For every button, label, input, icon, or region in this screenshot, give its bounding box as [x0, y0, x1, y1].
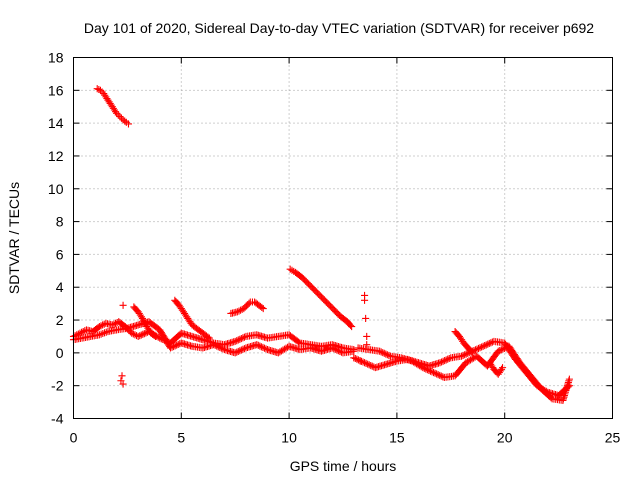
data-point-main-band-a — [294, 338, 303, 346]
data-point-mid-arc — [326, 302, 335, 310]
data-points — [69, 85, 573, 404]
data-point-mid-arc — [346, 321, 355, 329]
data-point-isolated — [119, 380, 127, 388]
y-tick-label: 14 — [48, 115, 64, 131]
data-point-mid-arc — [302, 277, 310, 285]
data-point-mid-arc — [303, 279, 311, 287]
data-point-high-arc — [124, 120, 133, 128]
y-tick-label: 18 — [48, 50, 64, 66]
data-point-mid-arc — [328, 304, 336, 312]
data-point-isolated — [362, 314, 370, 322]
x-tick-label: 20 — [497, 430, 513, 446]
data-point-arc-7h — [240, 305, 248, 313]
data-point-mid-arc — [307, 283, 315, 291]
y-tick-label: -4 — [51, 411, 64, 427]
data-point-isolated — [119, 301, 127, 309]
y-tick-label: 0 — [56, 345, 64, 361]
data-point-mid-arc — [314, 289, 322, 297]
data-point-isolated — [361, 296, 369, 304]
data-point-mid-arc — [325, 301, 333, 309]
data-point-main-band-d — [565, 375, 573, 383]
y-tick-label: 16 — [48, 82, 64, 98]
data-point-mid-arc — [301, 276, 309, 284]
data-point-mid-arc — [348, 323, 356, 331]
y-tick-label: 4 — [56, 279, 64, 295]
data-point-main-band-d — [547, 394, 555, 402]
data-point-mid-arc — [333, 309, 341, 317]
chart-title: Day 101 of 2020, Sidereal Day-to-day VTE… — [84, 20, 594, 36]
data-point-arc-7h — [245, 299, 253, 307]
data-point-arc-7h — [259, 305, 267, 313]
axis-ticks: 0 5 10 15 20 25 -4 -2 0 2 4 6 8 10 12 14 16 18 — [48, 50, 621, 446]
data-point-mid-arc — [329, 305, 337, 313]
data-point-mid-arc — [310, 285, 318, 293]
y-tick-label: 10 — [48, 181, 64, 197]
data-point-mid-arc — [332, 307, 340, 316]
data-point-arc-18h — [468, 349, 476, 357]
x-tick-label: 10 — [281, 430, 297, 446]
data-point-mid-arc — [317, 293, 325, 301]
data-point-isolated — [118, 372, 126, 380]
data-point-mid-arc — [334, 310, 342, 318]
data-point-arc-7h — [242, 302, 250, 310]
data-point-mid-arc — [306, 281, 314, 289]
data-point-mid-arc — [312, 288, 320, 296]
y-tick-label: -2 — [51, 378, 64, 394]
y-tick-label: 12 — [48, 148, 64, 164]
x-tick-label: 25 — [605, 430, 621, 446]
y-tick-label: 8 — [56, 214, 64, 230]
x-tick-label: 5 — [177, 430, 185, 446]
x-tick-label: 15 — [389, 430, 405, 446]
data-point-arc-18h — [467, 348, 475, 356]
data-point-mid-arc — [308, 284, 316, 292]
data-point-mid-arc — [311, 286, 319, 295]
x-axis-label: GPS time / hours — [290, 458, 397, 474]
plot-frame — [73, 57, 613, 419]
data-point-mid-arc — [324, 300, 332, 308]
data-point-mid-arc — [320, 296, 328, 304]
data-point-arc-7h — [241, 303, 249, 311]
data-point-mid-arc — [299, 275, 307, 283]
data-point-mid-arc — [319, 294, 327, 302]
x-tick-label: 0 — [70, 430, 78, 446]
data-point-mid-arc — [298, 273, 306, 281]
data-point-main-band-b — [350, 347, 358, 355]
data-point-mid-arc — [330, 306, 338, 314]
grid — [73, 57, 613, 419]
data-point-mid-arc — [323, 298, 331, 306]
y-tick-label: 2 — [56, 312, 64, 328]
data-point-mid-arc — [315, 290, 323, 298]
data-point-arc-19h — [498, 364, 507, 372]
data-point-mid-arc — [304, 280, 313, 288]
y-tick-label: 6 — [56, 246, 64, 262]
data-point-isolated — [363, 332, 371, 341]
data-point-isolated — [356, 357, 364, 365]
data-point-mid-arc — [316, 292, 324, 300]
data-point-arc-7h — [258, 303, 266, 312]
data-point-isolated — [363, 341, 371, 349]
y-axis-label: SDTVAR / TECUs — [6, 182, 22, 294]
data-point-arc-7h — [244, 301, 252, 309]
data-point-mid-arc — [321, 297, 329, 305]
